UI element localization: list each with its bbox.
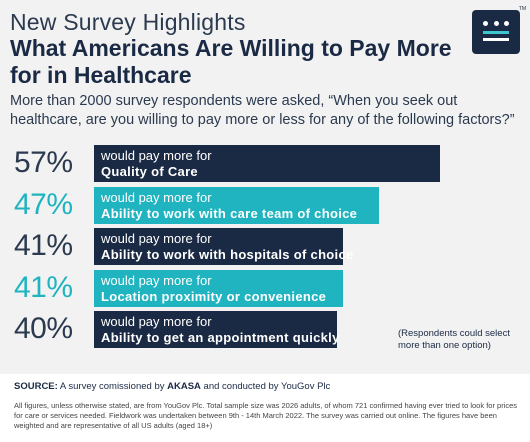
bar-category-label: Quality of Care xyxy=(101,164,198,179)
bar-prefix-label: would pay more for xyxy=(101,272,212,288)
logo-dots xyxy=(483,21,509,29)
akasa-logo-icon: TM xyxy=(472,6,526,54)
logo-accent-line xyxy=(483,31,509,34)
bar: would pay more for Location proximity or … xyxy=(94,269,343,307)
source-text-b: and conducted by YouGov Plc xyxy=(200,381,331,392)
chart-annotation: (Respondents could select more than one … xyxy=(398,328,510,351)
source-label: SOURCE: xyxy=(14,381,58,392)
header-panel: New Survey Highlights What Americans Are… xyxy=(0,0,530,374)
source-text-a: A survey comissioned by xyxy=(57,381,168,392)
page-title: New Survey Highlights xyxy=(10,9,246,35)
page-subtitle: What Americans Are Willing to Pay More f… xyxy=(10,35,452,88)
bar-value-label: 41% xyxy=(14,229,73,262)
bar-category-label: Location proximity or convenience xyxy=(101,288,327,304)
source-line: SOURCE: A survey comissioned by AKASA an… xyxy=(14,381,330,392)
bar-prefix-label: would pay more for xyxy=(101,314,212,329)
bar-prefix-label: would pay more for xyxy=(101,231,212,246)
bar-value-label: 57% xyxy=(14,146,73,179)
source-brand: AKASA xyxy=(167,381,201,392)
bar-category-label: Ability to work with hospitals of choice xyxy=(101,247,354,262)
bar: would pay more for Ability to work with h… xyxy=(94,228,353,265)
bar-value-label: 41% xyxy=(14,270,73,304)
bar-prefix-label: would pay more for xyxy=(101,189,212,205)
survey-question: More than 2000 survey respondents were a… xyxy=(10,93,515,128)
bar: would pay more for Ability to work with c… xyxy=(94,186,379,224)
bar-chart: (Respondents could select more than one … xyxy=(0,145,530,355)
bar: would pay more for Ability to get an appo… xyxy=(94,311,340,348)
bar-category-label: Ability to work with care team of choice xyxy=(101,205,358,221)
bar-value-label: 47% xyxy=(14,187,73,221)
trademark-mark: TM xyxy=(518,6,526,12)
bar-prefix-label: would pay more for xyxy=(101,148,212,163)
bar: would pay more for Quality of Care xyxy=(94,145,440,182)
logo-line xyxy=(483,38,509,41)
fine-print: All figures, unless otherwise stated, ar… xyxy=(14,401,518,430)
bar-category-label: Ability to get an appointment quickly xyxy=(101,330,340,345)
bar-value-label: 40% xyxy=(14,312,73,345)
